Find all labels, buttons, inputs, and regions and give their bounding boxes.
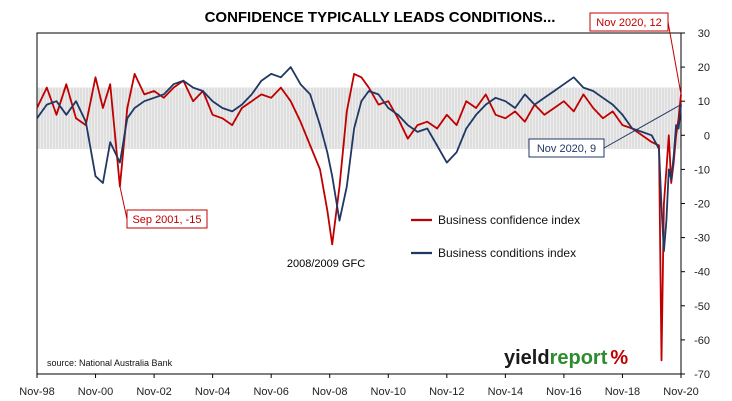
source-note: source: National Australia Bank [47,358,173,368]
series-line-confidence [36,73,682,362]
legend: Business confidence index Business condi… [411,213,580,260]
annotation-nov-2020-conditions-label: Nov 2020, 9 [537,143,596,155]
x-tick-label: Nov-08 [312,386,347,398]
x-tick-label: Nov-14 [488,386,523,398]
y-tick-label: -50 [694,301,710,313]
x-tick-label: Nov-06 [253,386,288,398]
x-tick-label: Nov-20 [663,386,698,398]
annotation-nov-2020-confidence-box [589,12,669,32]
series-line-conditions [36,66,682,253]
y-tick-label: -20 [694,199,710,211]
annotation-nov-2020-conditions-leader [603,104,682,149]
x-tick-label: Nov-98 [19,386,54,398]
x-tick-label: Nov-00 [78,386,113,398]
legend-label-confidence: Business confidence index [438,213,580,227]
annotation-sep-2001-box [126,209,208,229]
y-axis: 30 20 10 0 -10 -20 -30 -40 -50 -60 -70 [681,28,710,381]
annotation-sep-2001-label: Sep 2001, -15 [132,214,201,226]
y-tick-label: -40 [694,267,710,279]
y-tick-label: 30 [698,28,710,40]
annotations: Sep 2001, -15 Nov 2020, 12 Nov 2020, 9 2008… [119,12,682,270]
y-tick-label: 20 [698,62,710,74]
y-tick-label: -60 [694,335,710,347]
logo-part-yield: yield [504,347,550,369]
y-tick-label: -70 [694,369,710,381]
y-tick-label: 10 [698,96,710,108]
y-tick-label: -10 [694,164,710,176]
y-tick-label: -30 [694,233,710,245]
x-tick-label: Nov-18 [605,386,640,398]
yieldreport-logo: yieldreport% [504,347,628,369]
x-tick-label: Nov-04 [195,386,230,398]
annotation-sep-2001-leader [119,186,128,220]
series-layer [36,66,682,362]
x-axis: Nov-98 Nov-00 Nov-02 Nov-04 Nov-06 Nov-08 Nov-… [19,374,699,398]
logo-percent-symbol: % [610,347,628,369]
chart-title: CONFIDENCE TYPICALLY LEADS CONDITIONS... [205,9,556,26]
x-tick-label: Nov-10 [371,386,406,398]
annotation-nov-2020-confidence-leader [667,21,682,95]
annotation-gfc-label: 2008/2009 GFC [287,258,365,270]
x-tick-label: Nov-16 [546,386,581,398]
logo-part-report: report [550,347,608,369]
y-tick-label: 0 [704,130,710,142]
svg-text:yieldreport%: yieldreport% [504,347,628,369]
annotation-nov-2020-conditions-box [528,138,605,158]
legend-label-conditions: Business conditions index [438,246,576,260]
annotation-nov-2020-confidence-label: Nov 2020, 12 [596,17,661,29]
x-tick-label: Nov-12 [429,386,464,398]
x-tick-label: Nov-02 [136,386,171,398]
